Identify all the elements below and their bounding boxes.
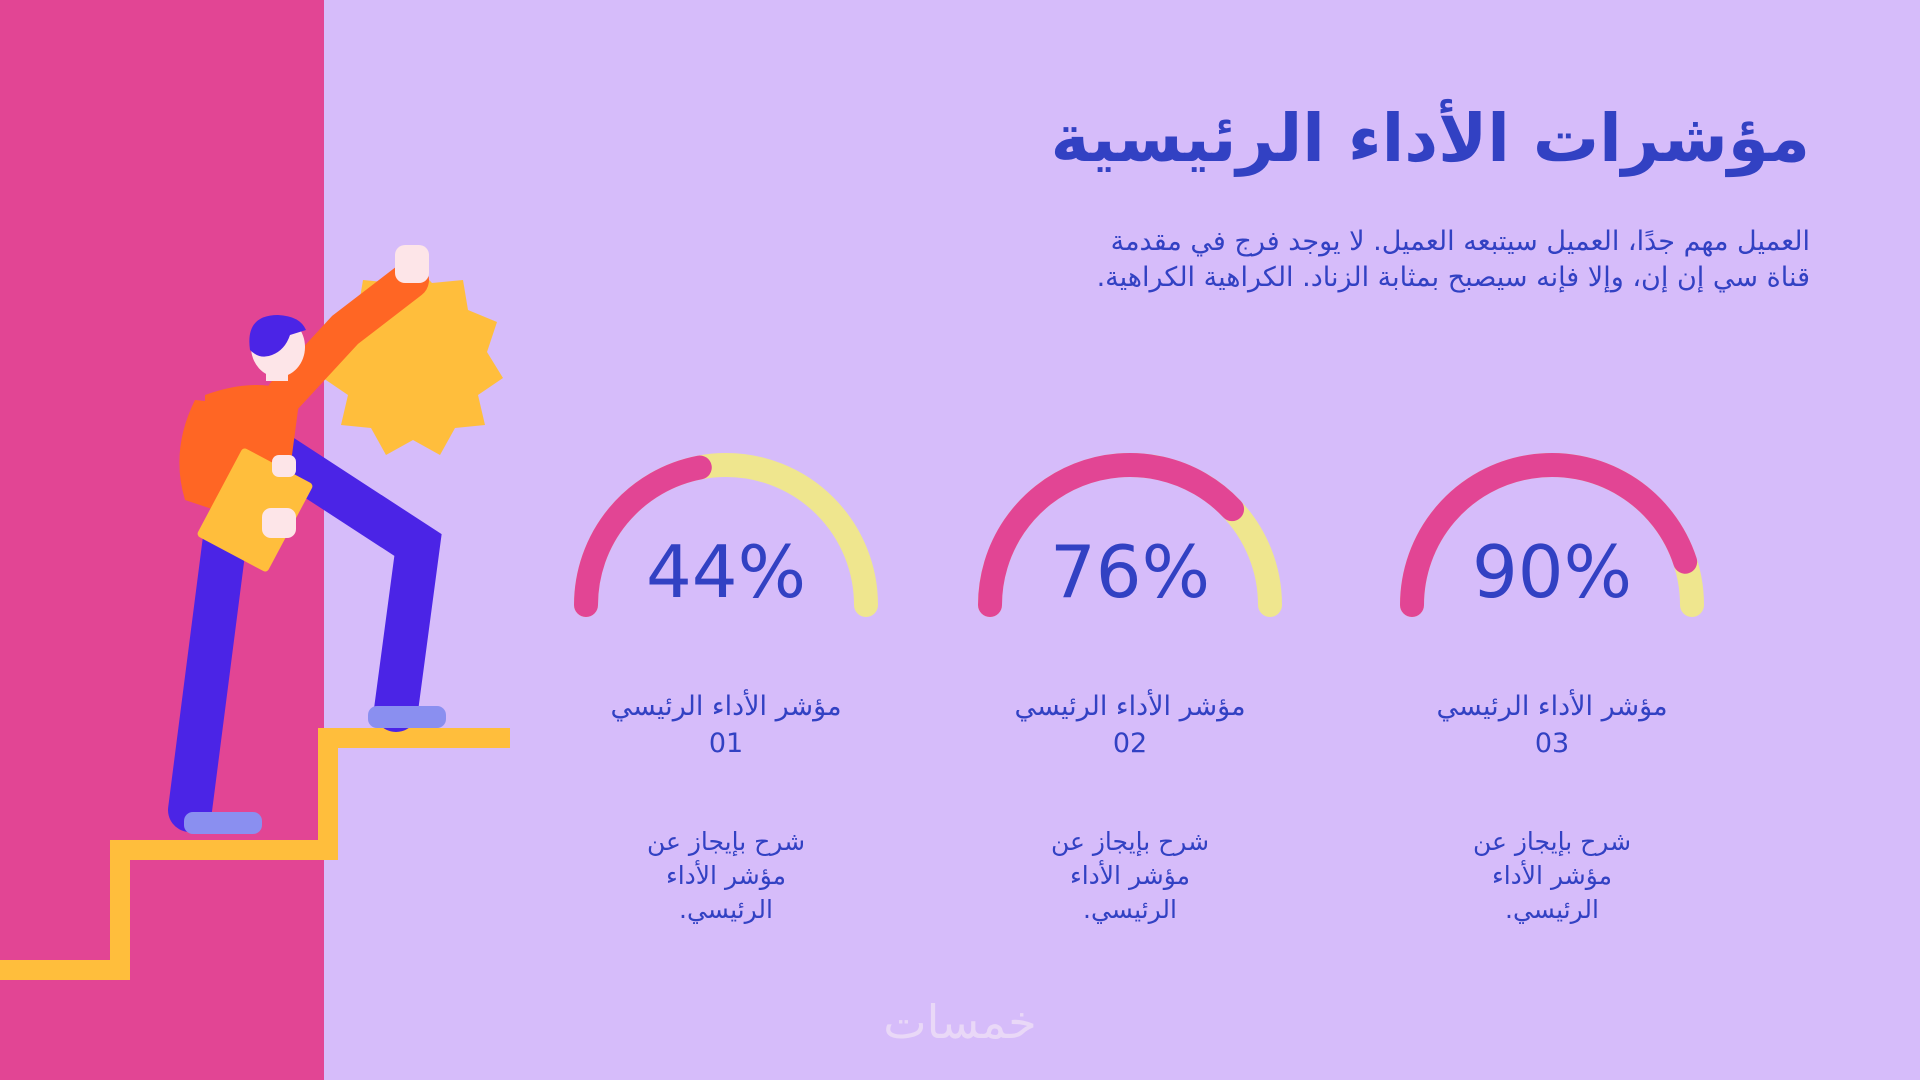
gauge-fill [978,453,1245,617]
folder-icon [197,448,313,572]
kpi-description: شرح بإيجاز عن مؤشر الأداء الرئيسي. [1472,827,1632,924]
kpi-label: مؤشر الأداء الرئيسي 01 [610,691,842,759]
person-icon [168,245,446,834]
kpi-gauge [978,453,1282,617]
kpi-gauge [574,453,878,617]
stairs-icon [0,728,510,980]
kpi-description: شرح بإيجاز عن مؤشر الأداء الرئيسي. [1050,827,1210,924]
kpi-card-02: 76% مؤشر الأداء الرئيسي 02 شرح بإيجاز عن… [965,450,1295,950]
intro-text: العميل مهم جدًا، العميل سيتبعه العميل. ل… [1096,226,1810,293]
kpi-card-01: 44% مؤشر الأداء الرئيسي 01 شرح بإيجاز عن… [561,450,891,950]
kpi-gauge [1400,453,1704,617]
kpi-value: 76% [1049,530,1211,614]
climber-illustration [0,245,510,980]
kpi-label: مؤشر الأداء الرئيسي 02 [1014,691,1246,759]
kpi-label: مؤشر الأداء الرئيسي 03 [1436,691,1668,759]
watermark-logo: خمسات [883,995,1037,1049]
kpi-value: 44% [645,530,807,614]
gauge-fill [1400,453,1698,617]
kpi-card-03: 90% مؤشر الأداء الرئيسي 03 شرح بإيجاز عن… [1387,450,1717,950]
kpi-description: شرح بإيجاز عن مؤشر الأداء الرئيسي. [646,827,806,924]
kpi-value: 90% [1471,530,1633,614]
page-title: مؤشرات الأداء الرئيسية [1050,100,1810,177]
gauge-fill [574,455,712,617]
